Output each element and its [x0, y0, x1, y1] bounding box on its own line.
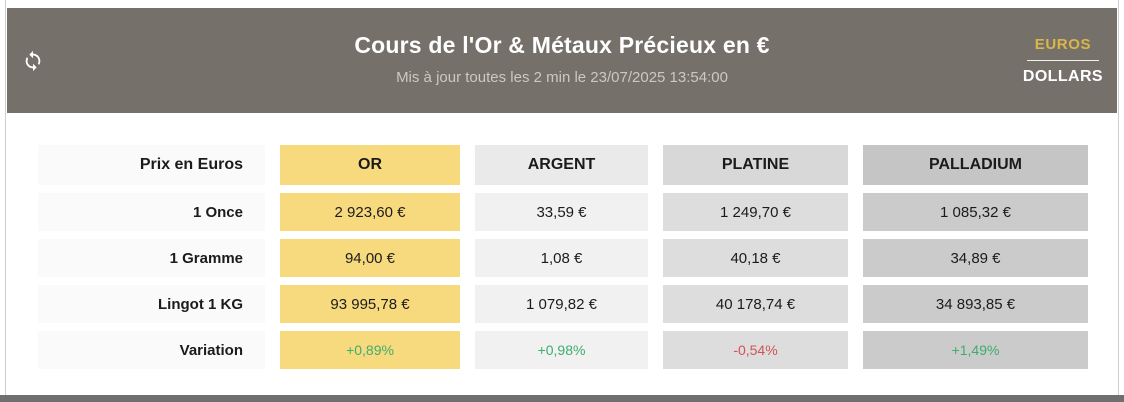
variation-or: +0,89%: [280, 331, 460, 369]
price-gramme-palladium: 34,89 €: [863, 239, 1088, 277]
currency-option-euros[interactable]: EUROS: [1034, 35, 1092, 53]
price-once-argent: 33,59 €: [475, 193, 648, 231]
right-border: [1118, 0, 1119, 395]
price-gramme-argent: 1,08 €: [475, 239, 648, 277]
column-header-platine: PLATINE: [663, 145, 848, 185]
variation-argent: +0,98%: [475, 331, 648, 369]
update-status: Mis à jour toutes les 2 min le 23/07/202…: [396, 68, 728, 86]
price-gramme-platine: 40,18 €: [663, 239, 848, 277]
refresh-button[interactable]: [20, 48, 46, 74]
price-lingot-platine: 40 178,74 €: [663, 285, 848, 323]
price-lingot-or: 93 995,78 €: [280, 285, 460, 323]
header-bar: Cours de l'Or & Métaux Précieux en € Mis…: [7, 8, 1117, 113]
variation-palladium: +1,49%: [863, 331, 1088, 369]
row-label-lingot: Lingot 1 KG: [38, 285, 265, 323]
price-table: Prix en Euros OR ARGENT PLATINE PALLADIU…: [38, 145, 1088, 369]
variation-platine: -0,54%: [663, 331, 848, 369]
header-titles: Cours de l'Or & Métaux Précieux en € Mis…: [354, 32, 769, 86]
refresh-icon: [22, 50, 44, 72]
table-corner-label: Prix en Euros: [38, 145, 265, 185]
left-border: [5, 0, 6, 395]
price-once-or: 2 923,60 €: [280, 193, 460, 231]
bottom-bar: [0, 395, 1124, 402]
row-label-gramme: 1 Gramme: [38, 239, 265, 277]
currency-toggle: EUROS DOLLARS: [1023, 36, 1103, 86]
row-label-once: 1 Once: [38, 193, 265, 231]
column-header-or: OR: [280, 145, 460, 185]
price-gramme-or: 94,00 €: [280, 239, 460, 277]
price-lingot-argent: 1 079,82 €: [475, 285, 648, 323]
column-header-palladium: PALLADIUM: [863, 145, 1088, 185]
currency-divider: [1026, 59, 1099, 61]
price-once-platine: 1 249,70 €: [663, 193, 848, 231]
column-header-argent: ARGENT: [475, 145, 648, 185]
price-lingot-palladium: 34 893,85 €: [863, 285, 1088, 323]
row-label-variation: Variation: [38, 331, 265, 369]
currency-option-dollars[interactable]: DOLLARS: [1022, 67, 1103, 85]
price-once-palladium: 1 085,32 €: [863, 193, 1088, 231]
page-title: Cours de l'Or & Métaux Précieux en €: [354, 31, 770, 58]
